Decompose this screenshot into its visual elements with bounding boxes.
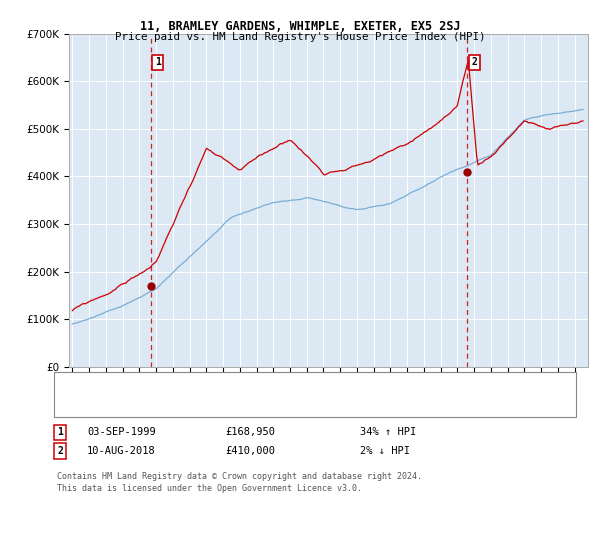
Text: Contains HM Land Registry data © Crown copyright and database right 2024.: Contains HM Land Registry data © Crown c… (57, 472, 422, 480)
Text: 34% ↑ HPI: 34% ↑ HPI (360, 427, 416, 437)
Text: £410,000: £410,000 (225, 446, 275, 456)
Text: 2% ↓ HPI: 2% ↓ HPI (360, 446, 410, 456)
Text: HPI: Average price, detached house, East Devon: HPI: Average price, detached house, East… (108, 402, 373, 410)
Text: 2: 2 (57, 446, 63, 456)
Text: This data is licensed under the Open Government Licence v3.0.: This data is licensed under the Open Gov… (57, 484, 362, 493)
Text: Price paid vs. HM Land Registry's House Price Index (HPI): Price paid vs. HM Land Registry's House … (115, 32, 485, 43)
Text: 2: 2 (472, 57, 478, 67)
Text: ────: ──── (60, 401, 87, 411)
Text: 1: 1 (155, 57, 161, 67)
Text: 10-AUG-2018: 10-AUG-2018 (87, 446, 156, 456)
Text: ────: ──── (60, 379, 87, 389)
Text: 1: 1 (57, 427, 63, 437)
Text: 11, BRAMLEY GARDENS, WHIMPLE, EXETER, EX5 2SJ (detached house): 11, BRAMLEY GARDENS, WHIMPLE, EXETER, EX… (108, 379, 464, 388)
Text: 11, BRAMLEY GARDENS, WHIMPLE, EXETER, EX5 2SJ: 11, BRAMLEY GARDENS, WHIMPLE, EXETER, EX… (140, 20, 460, 32)
Text: £168,950: £168,950 (225, 427, 275, 437)
Text: 03-SEP-1999: 03-SEP-1999 (87, 427, 156, 437)
